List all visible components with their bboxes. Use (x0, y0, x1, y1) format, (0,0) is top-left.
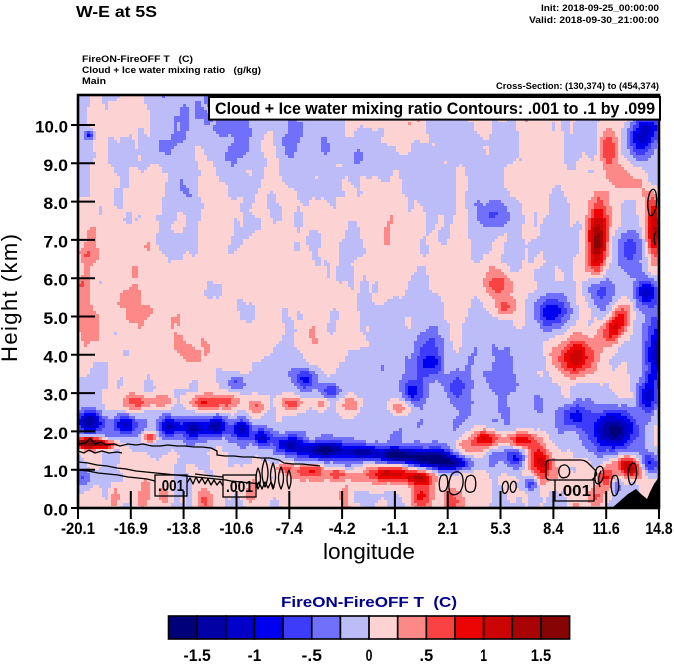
svg-text:-10.6: -10.6 (219, 520, 253, 538)
svg-text:-1.1: -1.1 (381, 520, 408, 538)
svg-text:1: 1 (480, 647, 487, 665)
svg-text:.001: .001 (226, 479, 253, 496)
svg-text:Height (km): Height (km) (0, 234, 22, 362)
svg-text:.001: .001 (158, 478, 184, 495)
svg-text:Cross-Section: (130,374) to (4: Cross-Section: (130,374) to (454,374) (496, 81, 659, 91)
svg-text:-1: -1 (248, 647, 262, 665)
svg-text:FireON-FireOFF T (C): FireON-FireOFF T (C) (82, 54, 193, 65)
svg-text:7.0: 7.0 (43, 233, 68, 251)
svg-text:.001: .001 (558, 483, 591, 500)
svg-text:Init: 2018-09-25_00:00:00: Init: 2018-09-25_00:00:00 (541, 3, 659, 14)
svg-text:8.4: 8.4 (543, 520, 564, 538)
svg-text:4.0: 4.0 (43, 348, 68, 366)
svg-text:-13.8: -13.8 (167, 520, 201, 538)
svg-text:-16.9: -16.9 (114, 520, 148, 538)
svg-text:9.0: 9.0 (43, 157, 68, 175)
svg-text:Valid: 2018-09-30_21:00:00: Valid: 2018-09-30_21:00:00 (529, 15, 659, 26)
svg-text:5.3: 5.3 (490, 520, 510, 538)
svg-text:1.0: 1.0 (43, 463, 68, 481)
svg-text:1.5: 1.5 (531, 647, 551, 665)
svg-text:0.0: 0.0 (43, 502, 68, 520)
svg-text:W-E at 5S: W-E at 5S (76, 4, 157, 21)
svg-text:6.0: 6.0 (43, 272, 68, 290)
svg-text:-20.1: -20.1 (61, 520, 95, 538)
svg-text:0: 0 (366, 647, 373, 665)
svg-text:2.1: 2.1 (438, 520, 458, 538)
svg-text:FireON-FireOFF T (C): FireON-FireOFF T (C) (281, 594, 457, 611)
svg-text:-4.2: -4.2 (328, 520, 355, 538)
svg-text:-.5: -.5 (302, 647, 322, 665)
svg-text:3.0: 3.0 (43, 387, 68, 405)
svg-text:longitude: longitude (323, 539, 415, 564)
svg-text:10.0: 10.0 (35, 119, 68, 137)
svg-text:-1.5: -1.5 (184, 647, 211, 665)
svg-text:2.0: 2.0 (43, 425, 68, 443)
svg-text:.5: .5 (420, 647, 434, 665)
svg-text:14.8: 14.8 (645, 520, 672, 538)
svg-text:Cloud + Ice water mixing ratio: Cloud + Ice water mixing ratio (g/kg) (82, 65, 261, 76)
svg-text:8.0: 8.0 (43, 195, 68, 213)
svg-text:5.0: 5.0 (43, 310, 68, 328)
svg-text:Main: Main (82, 76, 106, 87)
svg-text:-7.4: -7.4 (276, 520, 304, 538)
svg-text:Cloud + Ice water mixing ratio: Cloud + Ice water mixing ratio Contours:… (215, 99, 655, 118)
svg-text:11.6: 11.6 (593, 520, 620, 538)
